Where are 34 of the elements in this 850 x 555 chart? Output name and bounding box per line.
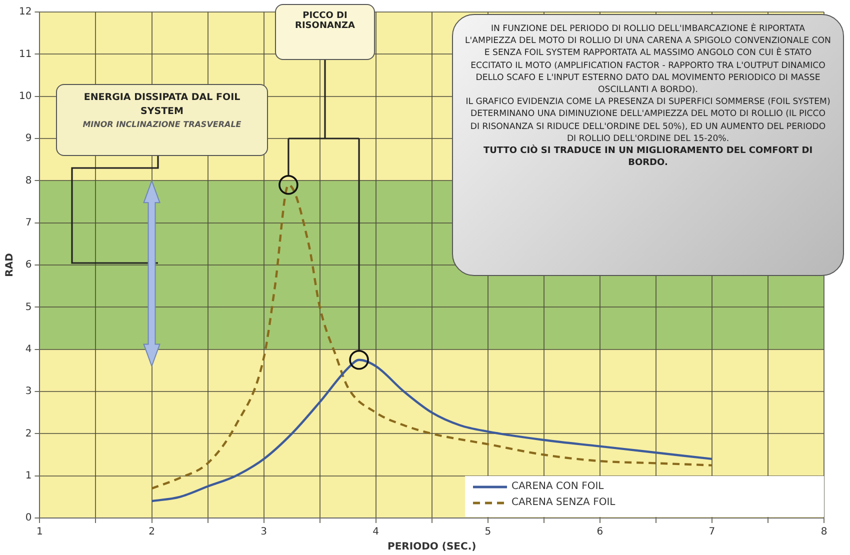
y-tick-label: 5 (25, 302, 32, 313)
y-tick-label: 3 (25, 386, 32, 398)
x-tick-label: 7 (708, 526, 716, 538)
annotation: PICCO DI RISONANZA (294, 11, 356, 31)
y-tick-label: 8 (25, 175, 32, 186)
y-tick-label: 10 (18, 90, 32, 102)
x-tick-label: 6 (596, 526, 604, 538)
callout-box: IN FUNZIONE DEL PERIODO DI ROLLIO DELL'IMBARCAZIONE È RIPORTATA L'AMPIEZZA DEL MOTO DI ROLLIO DI UNA CARENA A SPIGOLO CONVENZIONALE CON E SENZA FOIL SYSTEM RAPPORTATA AL MASSIMO ANGOLO CON CUI È STATO ECCITATO IL MOTO (AMPLIFICATION FACTOR - RAPPORTO TRA L'OUTPUT DINAMICO DELLO SCAFO E L'INPUT ESTERNO DATO DAL MOVIMENTO PERIODICO DI MASSE OSCILLANTI A BORDO). IL GRAFICO EVIDENZIA COME LA PRESENZA DI SUPERFICI SOMMERSE (FOIL SYSTEM) DETERMINANO UNA DIMINUZIONE DELL'AMPIEZZA DEL MOTO DI ROLLIO (IL PICCO DI RISONANZA SI RIDUCE DELL'ORDINE DEL 50%), ED UN AUMENTO DEL PERIODO DI ROLLIO DELL'ORDINE DEL 15-20%. TUTTO CIÒ SI TRADUCE IN UN MIGLIORAMENTO DEL COMFORT DI BORDO. (452, 14, 844, 276)
x-tick-label: 5 (484, 526, 492, 538)
y-tick-label: 2 (25, 428, 32, 440)
y-tick-label: 9 (25, 133, 32, 144)
callout-box: PICCO DI RISONANZA (275, 4, 375, 60)
y-axis-title: RAD (4, 253, 16, 277)
x-tick-label: 8 (820, 526, 828, 538)
annotation: ENERGIA DISSIPATA DAL FOIL SYSTEM (82, 91, 242, 119)
x-tick-label: 3 (260, 526, 267, 538)
x-axis-title: PERIODO (SEC.) (388, 542, 476, 553)
annotation: IL GRAFICO EVIDENZIA COME LA PRESENZA DI SUPERFICI SOMMERSE (FOIL SYSTEM) DETERMINANO UNA DIMINUZIONE DELL'AMPIEZZA DEL MOTO DI ROLLIO (IL PICCO DI RISONANZA SI RIDUCE DELL'ORDINE DEL 50%), ED UN AUMENTO DEL PERIODO DI ROLLIO DELL'ORDINE DEL 15-20%. (465, 96, 831, 144)
y-tick-label: 0 (25, 512, 32, 524)
legend-label: CARENA CON FOIL (511, 481, 604, 492)
annotation: MINOR INCLINAZIONE TRASVERALE (82, 119, 242, 131)
annotation: IN FUNZIONE DEL PERIODO DI ROLLIO DELL'IMBARCAZIONE È RIPORTATA L'AMPIEZZA DEL MOTO DI ROLLIO DI UNA CARENA A SPIGOLO CONVENZIONALE CON E SENZA FOIL SYSTEM RAPPORTATA AL MASSIMO ANGOLO CON CUI È STATO ECCITATO IL MOTO (AMPLIFICATION FACTOR - RAPPORTO TRA L'OUTPUT DINAMICO DELLO SCAFO E L'INPUT ESTERNO DATO DAL MOVIMENTO PERIODICO DI MASSE OSCILLANTI A BORDO). (465, 23, 831, 96)
y-tick-label: 7 (25, 217, 32, 228)
x-tick-label: 1 (36, 526, 43, 538)
annotation: TUTTO CIÒ SI TRADUCE IN UN MIGLIORAMENTO DEL COMFORT DI BORDO. (482, 145, 814, 170)
y-tick-label: 6 (25, 260, 32, 271)
y-tick-label: 11 (18, 48, 32, 60)
y-tick-label: 12 (18, 6, 32, 18)
callout-box: ENERGIA DISSIPATA DAL FOIL SYSTEM MINOR INCLINAZIONE TRASVERALE (56, 84, 268, 156)
legend-label: CARENA SENZA FOIL (511, 497, 616, 508)
x-tick-label: 4 (372, 526, 380, 538)
y-tick-label: 1 (25, 470, 32, 482)
x-tick-label: 2 (148, 526, 155, 538)
y-tick-label: 4 (25, 344, 32, 355)
